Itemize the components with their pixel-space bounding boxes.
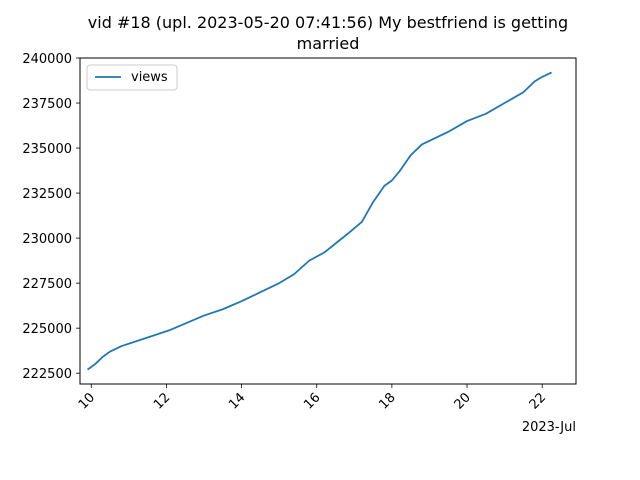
y-tick-label: 230000: [22, 232, 72, 247]
y-tick-label: 225000: [22, 322, 72, 337]
x-tick-label: 18: [376, 390, 398, 412]
x-tick-label: 12: [151, 390, 173, 412]
chart-title-line2: married: [297, 34, 360, 53]
chart-title-line1: vid #18 (upl. 2023-05-20 07:41:56) My be…: [88, 13, 568, 32]
y-tick-label: 235000: [22, 142, 72, 157]
x-tick-label: 20: [452, 390, 474, 412]
y-tick-label: 240000: [22, 52, 72, 67]
y-axis: 222500 225000 227500 230000 232500 235000 2375…: [22, 52, 80, 382]
x-tick-label: 16: [301, 390, 323, 412]
legend-box: [86, 64, 178, 91]
y-tick-label: 222500: [22, 367, 72, 382]
x-tick-label: 14: [226, 390, 248, 412]
y-tick-label: 232500: [22, 187, 72, 202]
x-axis: 10 12 14 16 18 20 22: [76, 384, 549, 413]
y-tick-label: 237500: [22, 97, 72, 112]
series-layer: [86, 71, 552, 371]
x-tick-label: 22: [527, 390, 549, 412]
plot-area: [80, 58, 576, 384]
series-line-views: [86, 71, 552, 371]
legend: views: [86, 64, 178, 91]
x-tick-label: 10: [76, 390, 98, 412]
legend-label-views: views: [131, 70, 168, 85]
plot-frame: [79, 57, 577, 385]
x-offset-label: 2023-Jul: [522, 420, 576, 435]
y-tick-label: 227500: [22, 277, 72, 292]
